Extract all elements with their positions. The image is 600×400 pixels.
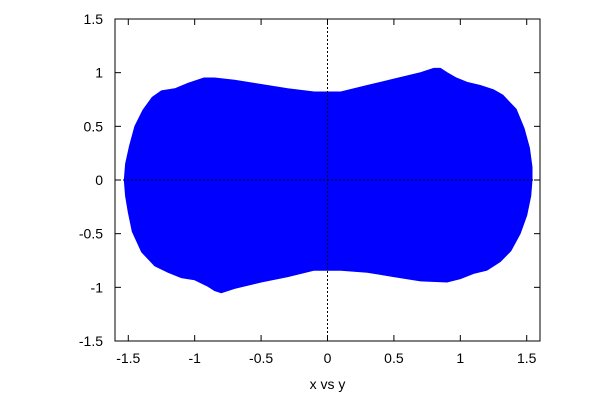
- x-tick-label: -0.5: [249, 350, 273, 366]
- x-tick-label: -1.5: [116, 350, 140, 366]
- y-tick-label: -1.5: [79, 333, 103, 349]
- x-tick-label: 1.5: [517, 350, 537, 366]
- y-tick-label: 1.5: [84, 11, 104, 27]
- y-tick-label: 0: [95, 172, 103, 188]
- plot-frame: [114, 18, 541, 342]
- y-tick-label: -1: [91, 279, 104, 295]
- x-tick-label: 0.5: [384, 350, 404, 366]
- series-region-0: [123, 67, 533, 294]
- y-tick-labels: -1.5 -1 -0.5 0 0.5 1 1.5: [79, 11, 103, 349]
- y-tick-label: -0.5: [79, 226, 103, 242]
- x-tick-label: 0: [324, 350, 332, 366]
- y-tick-label: 1: [95, 65, 103, 81]
- x-tick-label: 1: [456, 350, 464, 366]
- tick-marks: [115, 18, 540, 342]
- zero-axes: [115, 19, 540, 341]
- plot-area: [123, 67, 533, 294]
- x-tick-labels: -1.5 -1 -0.5 0 0.5 1 1.5: [116, 350, 536, 366]
- x-axis-title: x vs y: [310, 376, 346, 392]
- x-tick-label: -1: [188, 350, 201, 366]
- y-tick-label: 0.5: [84, 118, 104, 134]
